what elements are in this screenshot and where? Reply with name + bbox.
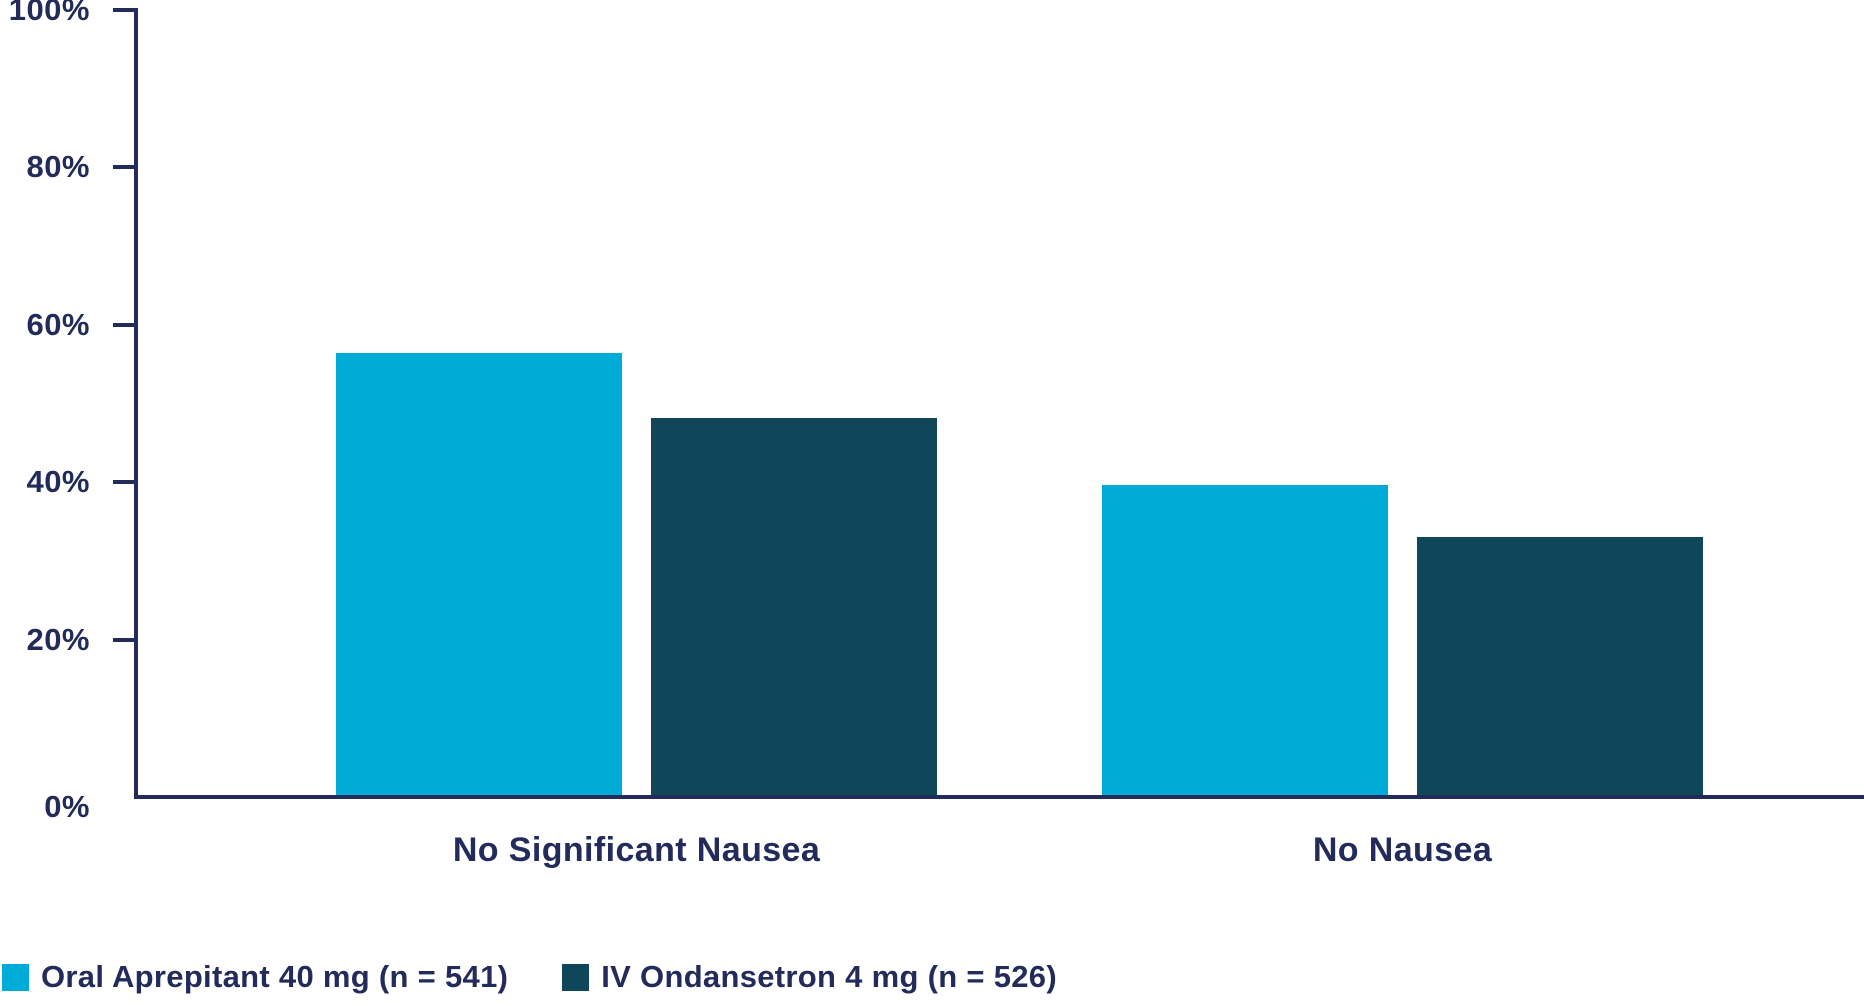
legend: Oral Aprepitant 40 mg (n = 541) IV Ondan… xyxy=(2,959,1057,995)
y-axis-tick-label: 60% xyxy=(26,306,90,342)
bar-oral-aprepitant-40mg-no-nausea xyxy=(1102,485,1388,797)
legend-swatch-iv-ondansetron-icon xyxy=(562,963,590,991)
bar-iv-ondansetron-4mg-no-nausea xyxy=(1417,536,1703,797)
x-axis-line xyxy=(134,795,1864,799)
y-axis-line xyxy=(134,8,138,799)
legend-label-iv-ondansetron: IV Ondansetron 4 mg (n = 526) xyxy=(601,959,1057,994)
y-axis-tick xyxy=(113,480,134,485)
legend-label-oral-aprepitant: Oral Aprepitant 40 mg (n = 541) xyxy=(41,959,509,994)
y-axis-tick-label: 0% xyxy=(44,789,90,824)
legend-item-iv-ondansetron: IV Ondansetron 4 mg (n = 526) xyxy=(562,959,1057,995)
y-axis-tick-label: 40% xyxy=(26,464,90,500)
y-axis-tick xyxy=(113,8,134,12)
y-axis-tick xyxy=(113,165,134,170)
y-axis-tick-label: 80% xyxy=(26,149,90,185)
legend-swatch-oral-aprepitant-icon xyxy=(2,963,29,991)
category-label-no-significant-nausea: No Significant Nausea xyxy=(452,831,821,869)
y-axis-tick-label: 20% xyxy=(26,621,90,657)
bar-oral-aprepitant-40mg-no-significant-nausea xyxy=(336,353,622,797)
y-axis-tick xyxy=(113,322,134,327)
bar-iv-ondansetron-4mg-no-significant-nausea xyxy=(651,418,937,797)
category-label-no-nausea: No Nausea xyxy=(1312,831,1493,869)
y-axis-tick-label: 100% xyxy=(8,0,90,27)
y-axis-tick xyxy=(113,637,134,642)
legend-item-oral-aprepitant: Oral Aprepitant 40 mg (n = 541) xyxy=(2,959,508,995)
